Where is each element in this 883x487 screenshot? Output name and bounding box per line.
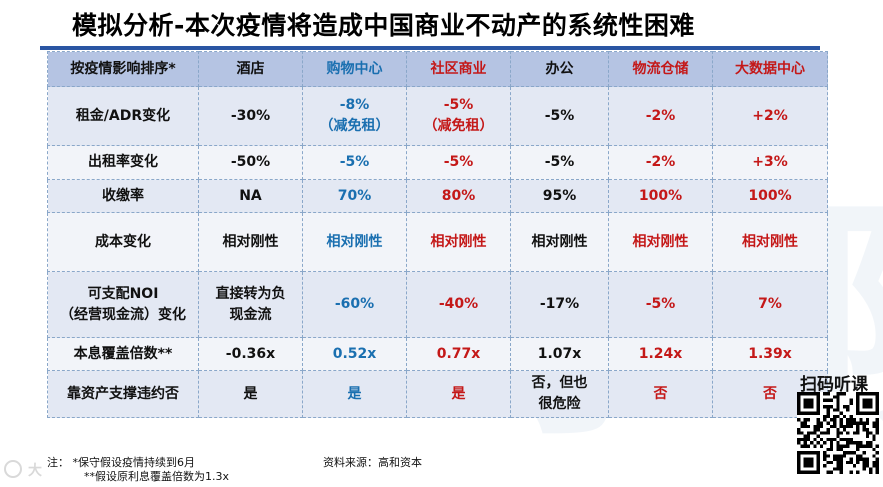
brand-logo-icon: 大 xyxy=(2,456,72,482)
table-cell: 否，但也 很危险 xyxy=(510,370,609,418)
table-cell: 80% xyxy=(406,179,511,213)
table-cell: -17% xyxy=(510,271,609,338)
table-cell: 95% xyxy=(510,179,609,213)
column-header: 酒店 xyxy=(198,51,303,87)
table-cell: 0.77x xyxy=(406,337,511,371)
table-cell: -30% xyxy=(198,86,303,146)
table-cell: -50% xyxy=(198,145,303,180)
row-label: 租金/ADR变化 xyxy=(47,86,199,146)
column-header: 物流仓储 xyxy=(608,51,713,87)
table-cell: 70% xyxy=(302,179,407,213)
table-cell: -5% xyxy=(510,86,609,146)
column-header: 办公 xyxy=(510,51,609,87)
table-cell: 1.07x xyxy=(510,337,609,371)
table-cell: 否 xyxy=(608,370,713,418)
table-cell: 相对刚性 xyxy=(406,212,511,272)
source-note: 资料来源：高和资本 xyxy=(323,456,422,469)
table-cell: -60% xyxy=(302,271,407,338)
table-cell: 是 xyxy=(406,370,511,418)
table-cell: 是 xyxy=(302,370,407,418)
table-cell: 直接转为负 现金流 xyxy=(198,271,303,338)
table-cell: +2% xyxy=(712,86,828,146)
table-cell: -8% （减免租） xyxy=(302,86,407,146)
table-cell: 0.52x xyxy=(302,337,407,371)
table-row: 出租率变化 -50% -5% -5% -5% -2% +3% xyxy=(47,145,828,180)
table-cell: -5% xyxy=(406,145,511,180)
comparison-table: 按疫情影响排序* 酒店 购物中心 社区商业 办公 物流仓储 大数据中心 租金/A… xyxy=(47,51,828,418)
footnote-2: **假设原利息覆盖倍数为1.3x xyxy=(84,470,230,483)
table-cell: NA xyxy=(198,179,303,213)
column-header: 大数据中心 xyxy=(712,51,828,87)
table-row: 收缴率 NA 70% 80% 95% 100% 100% xyxy=(47,179,828,213)
table-cell: 相对刚性 xyxy=(198,212,303,272)
row-label: 成本变化 xyxy=(47,212,199,272)
table-cell: 相对刚性 xyxy=(510,212,609,272)
table-cell: -5% xyxy=(510,145,609,180)
table-row: 可支配NOI （经营现金流）变化 直接转为负 现金流 -60% -40% -17% -5% 7% xyxy=(47,271,828,338)
table-row: 租金/ADR变化 -30% -8% （减免租） -5% （减免租） -5% -2% +2% xyxy=(47,86,828,146)
footnote-1: 注： *保守假设疫情持续到6月 xyxy=(47,456,195,469)
table-corner-header: 按疫情影响排序* xyxy=(47,51,199,87)
table-header-row: 按疫情影响排序* 酒店 购物中心 社区商业 办公 物流仓储 大数据中心 xyxy=(47,51,828,87)
table-cell: 100% xyxy=(712,179,828,213)
table-cell: -5% xyxy=(302,145,407,180)
logo-text: 大 xyxy=(28,462,42,479)
row-label: 靠资产支撑违约否 xyxy=(47,370,199,418)
table-cell: 7% xyxy=(712,271,828,338)
column-header: 购物中心 xyxy=(302,51,407,87)
column-header: 社区商业 xyxy=(406,51,511,87)
title-underline xyxy=(40,46,820,50)
table-cell: 1.39x xyxy=(712,337,828,371)
table-cell: -5% xyxy=(608,271,713,338)
qr-label: 扫码听课 xyxy=(800,375,868,395)
row-label: 本息覆盖倍数** xyxy=(47,337,199,371)
table-row: 成本变化 相对刚性 相对刚性 相对刚性 相对刚性 相对刚性 相对刚性 xyxy=(47,212,828,272)
row-label: 出租率变化 xyxy=(47,145,199,180)
table-cell: -2% xyxy=(608,86,713,146)
table-cell: +3% xyxy=(712,145,828,180)
table-cell: 相对刚性 xyxy=(712,212,828,272)
table-cell: -0.36x xyxy=(198,337,303,371)
table-cell: 1.24x xyxy=(608,337,713,371)
qr-code-icon[interactable] xyxy=(797,392,879,474)
table-row: 靠资产支撑违约否是是是否，但也 很危险否否 xyxy=(47,370,828,418)
table-cell: 是 xyxy=(198,370,303,418)
table-cell: -2% xyxy=(608,145,713,180)
table-row: 本息覆盖倍数** -0.36x 0.52x 0.77x 1.07x 1.24x 1.39x xyxy=(47,337,828,371)
table-cell: -40% xyxy=(406,271,511,338)
table-cell: 相对刚性 xyxy=(608,212,713,272)
table-cell: 相对刚性 xyxy=(302,212,407,272)
page-title: 模拟分析-本次疫情将造成中国商业不动产的系统性困难 xyxy=(72,11,695,40)
table-cell: 100% xyxy=(608,179,713,213)
table-cell: -5% （减免租） xyxy=(406,86,511,146)
row-label: 收缴率 xyxy=(47,179,199,213)
row-label: 可支配NOI （经营现金流）变化 xyxy=(47,271,199,338)
